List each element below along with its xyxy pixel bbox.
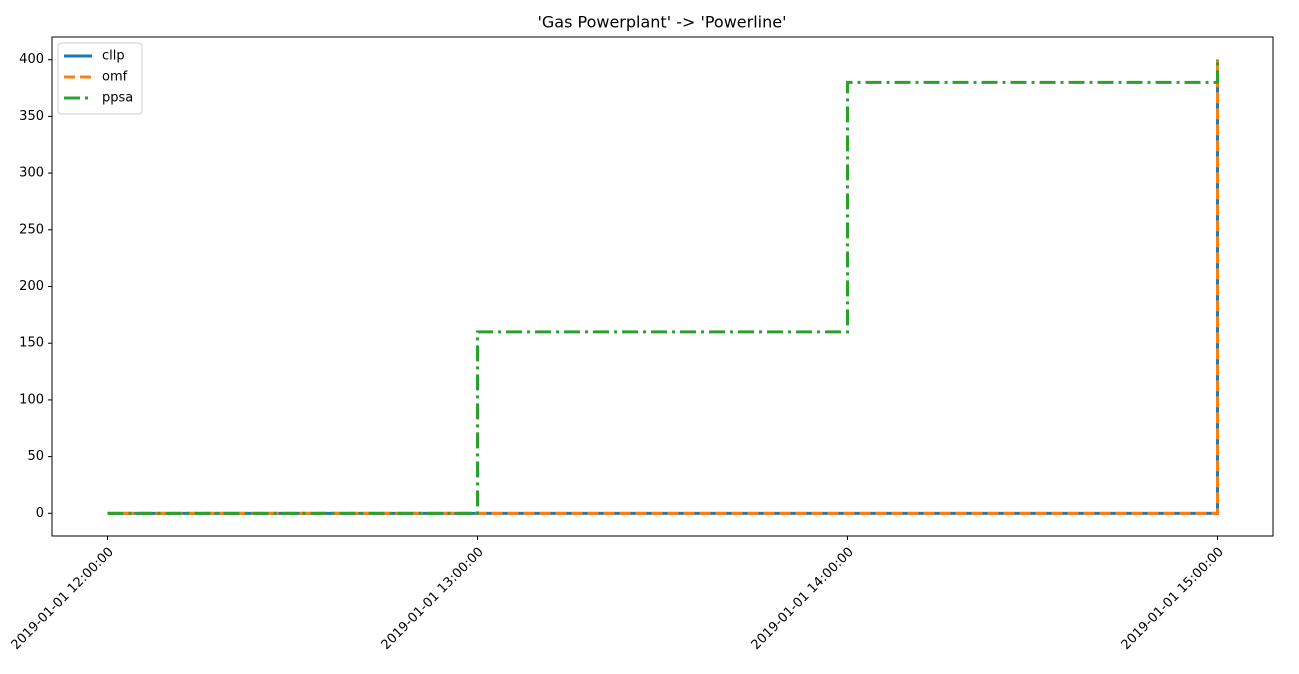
legend-label: cllp [102, 49, 125, 64]
y-tick-label: 150 [19, 336, 44, 351]
legend-label: omf [102, 70, 128, 85]
y-tick-label: 0 [36, 506, 44, 521]
y-tick-label: 400 [19, 52, 44, 67]
y-tick-label: 200 [19, 279, 44, 294]
y-tick-label: 100 [19, 392, 44, 407]
legend-box [57, 42, 143, 115]
y-tick-label: 300 [19, 166, 44, 181]
plot-frame [51, 36, 1274, 537]
y-tick-label: 350 [19, 109, 44, 124]
series-line [107, 59, 1219, 515]
legend-label: ppsa [102, 91, 133, 106]
y-tick-label: 250 [19, 222, 44, 237]
chart-title: 'Gas Powerplant' -> 'Powerline' [537, 13, 786, 32]
y-tick-label: 50 [27, 449, 44, 464]
